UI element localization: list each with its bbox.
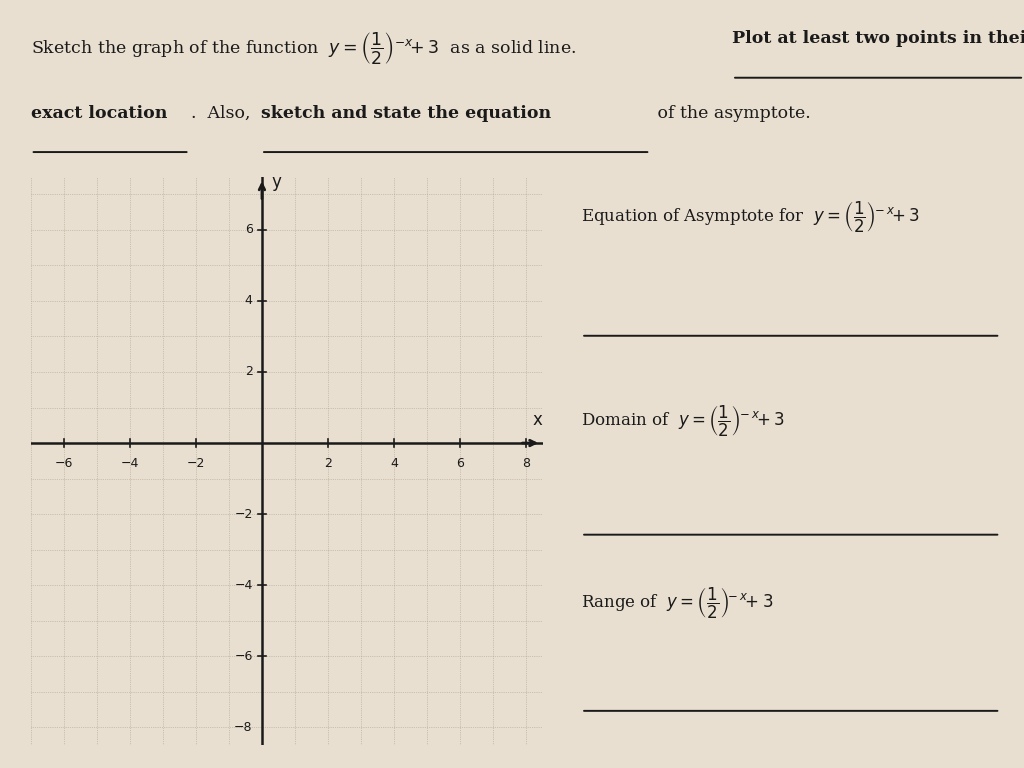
Text: 6: 6	[457, 456, 464, 469]
Text: Equation of Asymptote for  $y=\left(\dfrac{1}{2}\right)^{\!\!-x}\!\!+3$: Equation of Asymptote for $y=\left(\dfra…	[582, 200, 921, 234]
Text: Plot at least two points in their: Plot at least two points in their	[732, 31, 1024, 48]
Text: y: y	[271, 173, 282, 191]
Text: of the asymptote.: of the asymptote.	[652, 104, 811, 122]
Text: sketch and state the equation: sketch and state the equation	[261, 104, 551, 122]
Text: 2: 2	[324, 456, 332, 469]
Text: Domain of  $y=\left(\dfrac{1}{2}\right)^{\!\!-x}\!\!+3$: Domain of $y=\left(\dfrac{1}{2}\right)^{…	[582, 404, 785, 439]
Text: −4: −4	[121, 456, 139, 469]
Text: x: x	[532, 411, 543, 429]
Text: .  Also,: . Also,	[191, 104, 256, 122]
Text: 4: 4	[245, 294, 253, 307]
Text: 6: 6	[245, 223, 253, 237]
Text: −4: −4	[234, 578, 253, 591]
Text: exact location: exact location	[31, 104, 167, 122]
Text: −6: −6	[234, 650, 253, 663]
Text: −8: −8	[234, 720, 253, 733]
Text: 4: 4	[390, 456, 398, 469]
Text: −6: −6	[54, 456, 73, 469]
Text: 8: 8	[522, 456, 530, 469]
Text: −2: −2	[234, 508, 253, 521]
Text: −2: −2	[186, 456, 205, 469]
Text: 2: 2	[245, 366, 253, 379]
Text: Range of  $y=\left(\dfrac{1}{2}\right)^{\!\!-x}\!\!+3$: Range of $y=\left(\dfrac{1}{2}\right)^{\…	[582, 586, 773, 621]
Text: Sketch the graph of the function  $y=\left(\dfrac{1}{2}\right)^{-x}\!\!+3$  as a: Sketch the graph of the function $y=\lef…	[31, 31, 583, 66]
